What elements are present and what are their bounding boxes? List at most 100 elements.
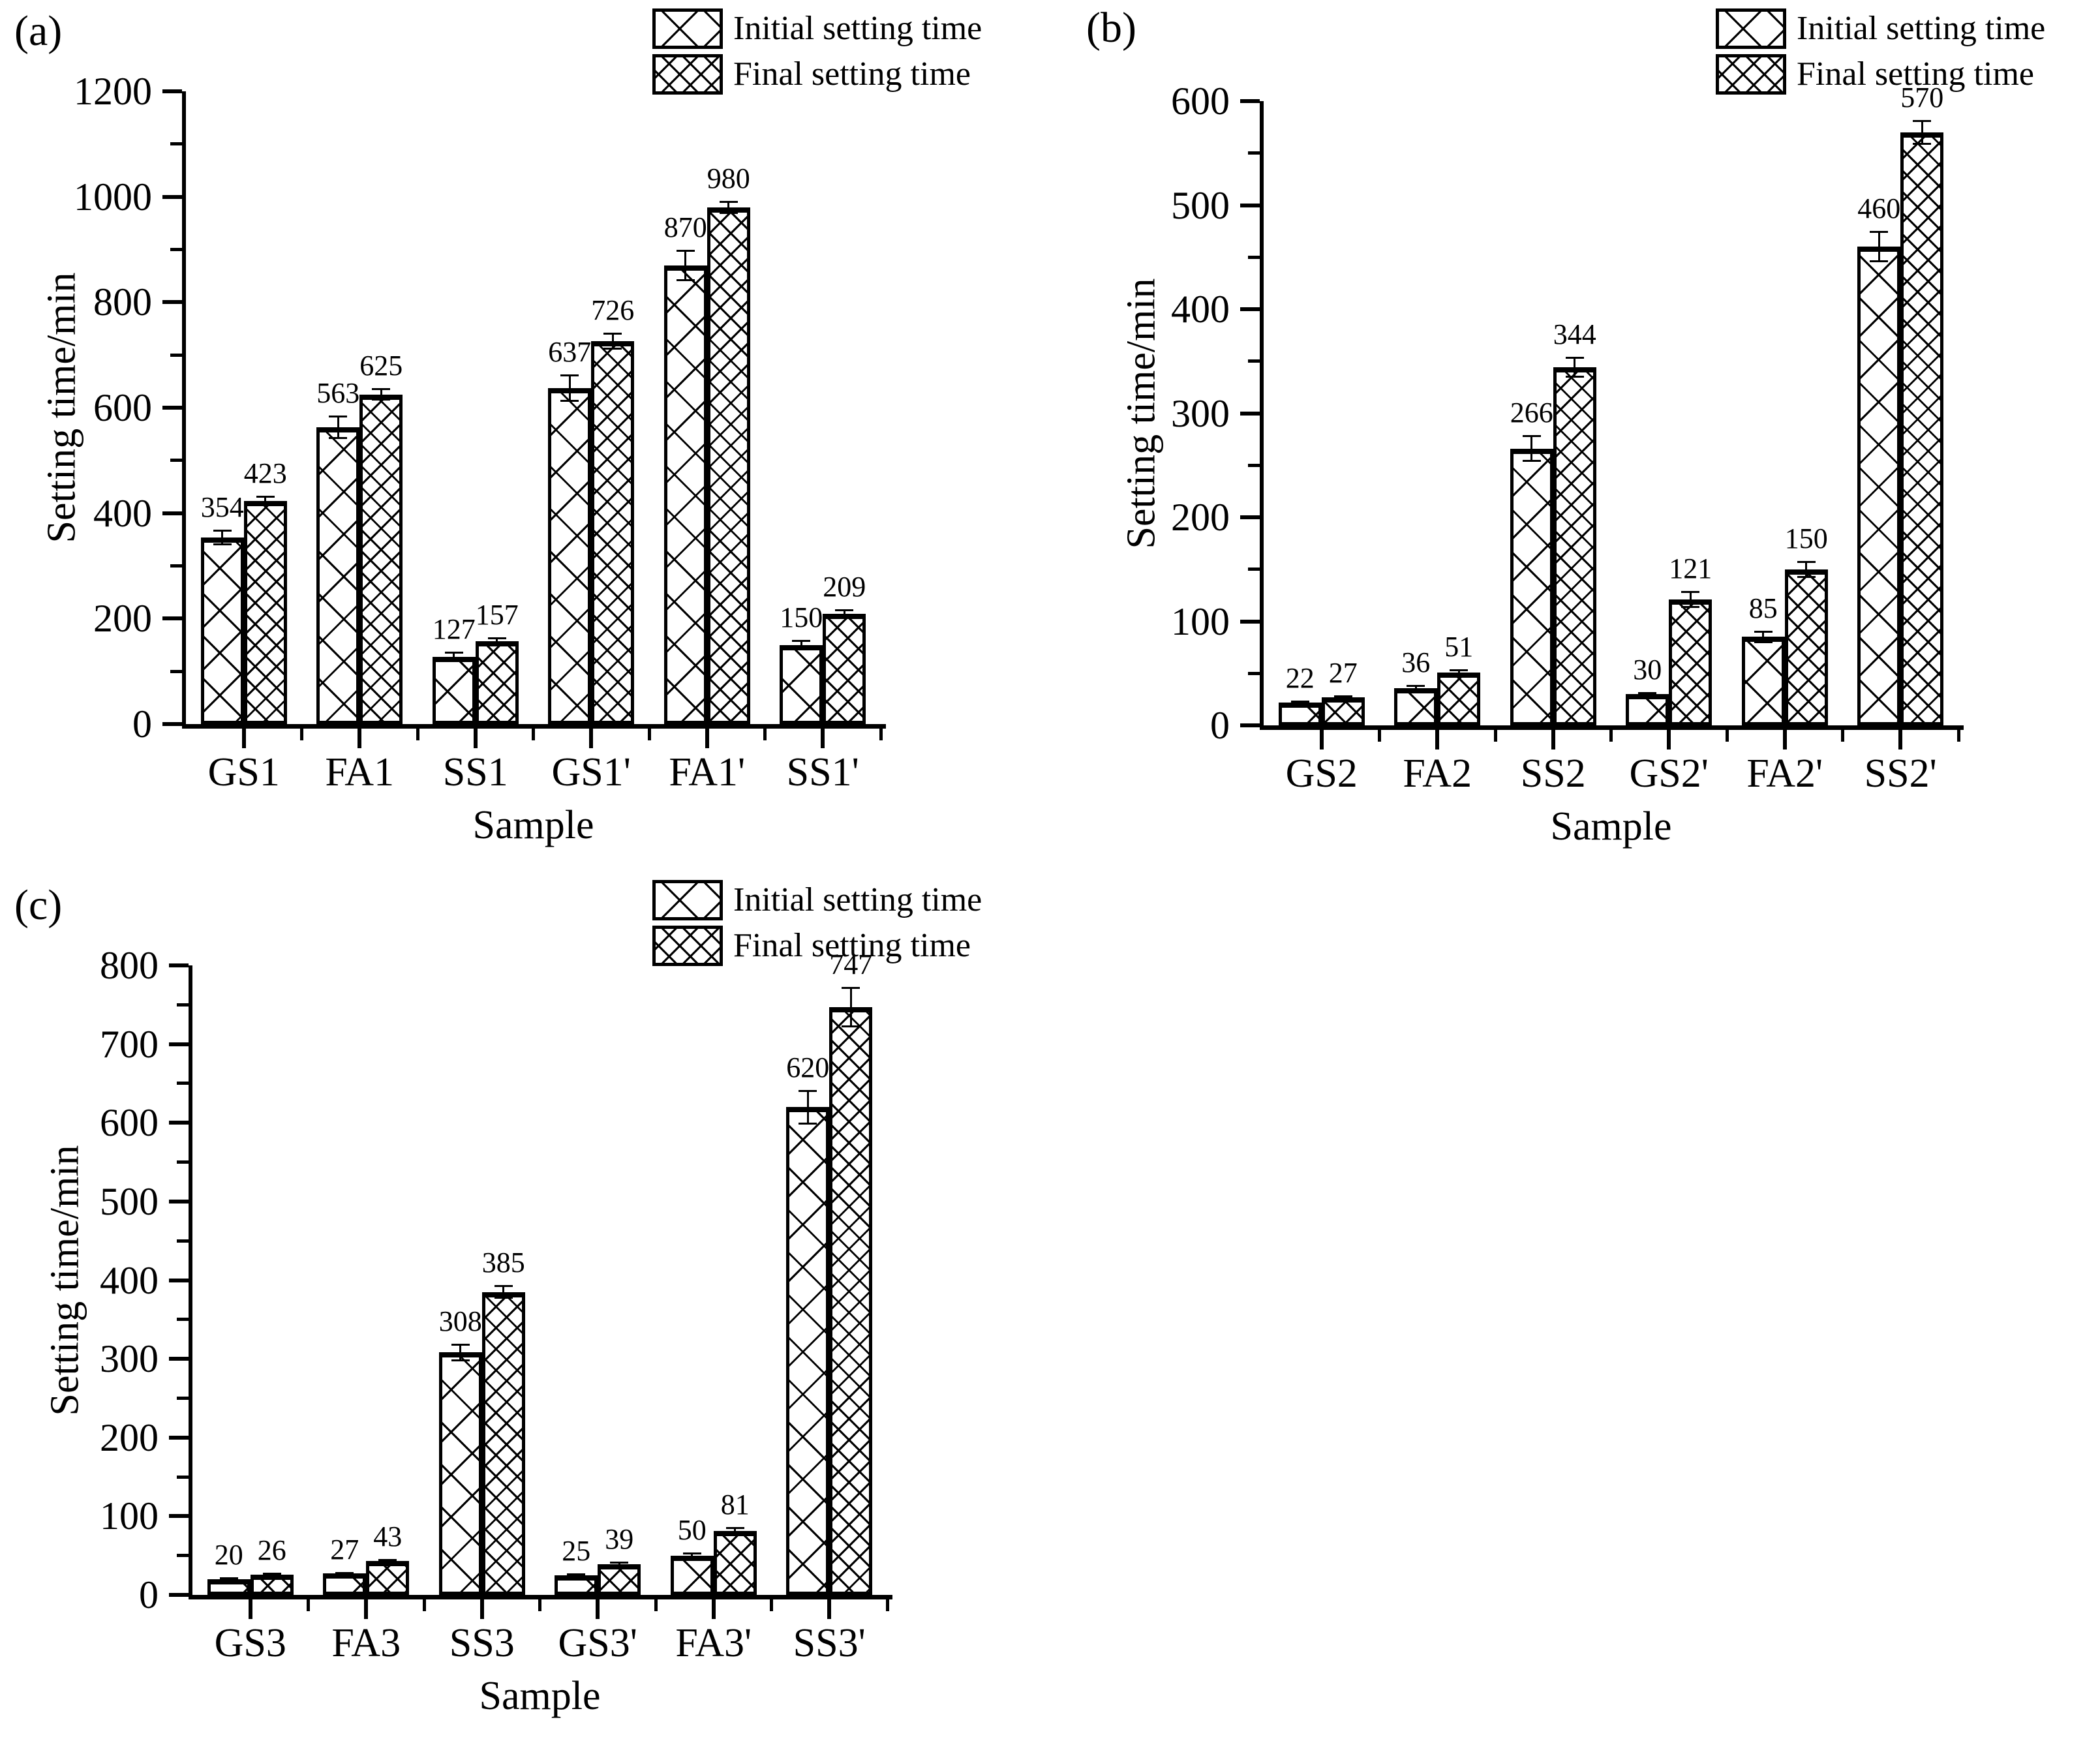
bar-final bbox=[1553, 367, 1596, 725]
bar-value-label: 980 bbox=[707, 162, 750, 195]
y-tick-label: 800 bbox=[93, 280, 152, 324]
bar-initial bbox=[438, 1352, 482, 1595]
bar-final bbox=[707, 207, 750, 724]
y-tick-label: 1200 bbox=[74, 70, 152, 113]
error-bar-cap-top bbox=[725, 1527, 744, 1530]
y-tick-label: 600 bbox=[100, 1101, 159, 1145]
bar-value-label: 209 bbox=[823, 570, 866, 603]
error-bar-cap-bottom bbox=[610, 1564, 629, 1567]
error-bar-line bbox=[453, 652, 455, 663]
x-minor-tick bbox=[538, 1599, 541, 1611]
bar-value-label: 27 bbox=[1328, 656, 1358, 689]
x-minor-tick bbox=[1956, 730, 1960, 742]
bar-value-label: 150 bbox=[1784, 522, 1828, 554]
error-bar-cap-bottom bbox=[1522, 460, 1541, 462]
error-bar-cap-top bbox=[567, 1573, 586, 1576]
x-axis-title: Sample bbox=[472, 803, 594, 847]
y-minor-tick bbox=[177, 1318, 189, 1322]
error-bar-cap-top bbox=[719, 201, 738, 204]
error-bar-cap-top bbox=[1450, 669, 1468, 671]
error-bar-line bbox=[502, 1284, 505, 1299]
error-bar-line bbox=[1921, 119, 1923, 145]
x-axis-line bbox=[182, 724, 886, 729]
x-major-tick bbox=[711, 1599, 716, 1619]
error-bar-cap-bottom bbox=[835, 616, 854, 619]
legend: Initial setting time Final setting time bbox=[652, 879, 982, 971]
bar-final bbox=[359, 394, 403, 724]
error-bar-cap-top bbox=[262, 1573, 281, 1575]
legend: Initial setting time Final setting time bbox=[1716, 8, 2045, 99]
error-bar-line bbox=[1646, 691, 1649, 697]
legend-label-initial: Initial setting time bbox=[733, 881, 982, 918]
error-bar-line bbox=[849, 986, 852, 1028]
legend-swatch-initial-hatch bbox=[1716, 8, 1786, 49]
y-major-tick bbox=[1240, 515, 1260, 519]
error-bar-cap-bottom bbox=[372, 399, 391, 401]
y-tick-label: 600 bbox=[93, 386, 152, 429]
x-minor-tick bbox=[1725, 730, 1729, 742]
error-bar-cap-top bbox=[1638, 691, 1657, 694]
bar-value-label: 26 bbox=[257, 1534, 286, 1567]
x-tick-label: GS3' bbox=[558, 1621, 637, 1665]
error-bar-cap-bottom bbox=[603, 348, 622, 350]
legend: Initial setting time Final setting time bbox=[652, 8, 982, 99]
y-major-tick bbox=[162, 300, 182, 305]
x-tick-label: SS2 bbox=[1520, 751, 1586, 796]
y-major-tick bbox=[169, 1435, 189, 1440]
x-tick-label: SS3 bbox=[449, 1621, 515, 1665]
bar-value-label: 620 bbox=[786, 1051, 830, 1083]
bar-value-label: 563 bbox=[316, 377, 360, 410]
bar-value-label: 423 bbox=[243, 457, 287, 489]
error-bar-line bbox=[734, 1527, 737, 1536]
y-major-tick bbox=[169, 1042, 189, 1046]
legend-label-initial: Initial setting time bbox=[1797, 10, 2046, 47]
bar-final bbox=[713, 1531, 757, 1595]
y-minor-tick bbox=[170, 142, 182, 146]
bar-final bbox=[1900, 132, 1944, 725]
bar-value-label: 625 bbox=[359, 350, 403, 382]
bar-value-label: 570 bbox=[1900, 81, 1944, 114]
y-tick-label: 0 bbox=[139, 1573, 159, 1616]
x-minor-tick bbox=[1609, 730, 1613, 742]
bar-initial bbox=[432, 657, 476, 724]
error-bar-cap-bottom bbox=[799, 1122, 817, 1125]
bar-value-label: 150 bbox=[780, 601, 823, 634]
bar-value-label: 354 bbox=[200, 491, 244, 523]
y-tick-label: 500 bbox=[1171, 183, 1230, 227]
bar-value-label: 266 bbox=[1510, 396, 1553, 429]
error-bar-cap-top bbox=[372, 388, 391, 391]
error-bar-cap-top bbox=[1290, 700, 1309, 703]
bar-initial bbox=[1626, 694, 1669, 725]
bar-initial bbox=[207, 1579, 251, 1595]
error-bar-cap-top bbox=[1565, 357, 1584, 359]
y-tick-label: 400 bbox=[1171, 288, 1230, 331]
y-tick-label: 300 bbox=[1171, 391, 1230, 435]
error-bar-cap-top bbox=[799, 1089, 817, 1092]
y-axis-line bbox=[182, 91, 186, 729]
bar-value-label: 81 bbox=[720, 1489, 750, 1521]
x-tick-label: GS2' bbox=[1629, 751, 1709, 796]
bar-initial bbox=[548, 388, 592, 724]
y-major-tick bbox=[169, 1514, 189, 1519]
x-minor-tick bbox=[416, 729, 419, 740]
bar-final bbox=[823, 614, 866, 724]
error-bar-cap-bottom bbox=[1913, 142, 1932, 145]
error-bar-cap-top bbox=[792, 640, 811, 643]
bar-value-label: 25 bbox=[562, 1535, 591, 1567]
bar-value-label: 157 bbox=[475, 599, 519, 631]
bar-final bbox=[1321, 697, 1365, 725]
x-minor-tick bbox=[422, 1599, 426, 1611]
legend-label-final: Final setting time bbox=[733, 55, 971, 93]
error-bar-cap-bottom bbox=[444, 660, 463, 663]
error-bar-cap-bottom bbox=[487, 643, 506, 645]
x-tick-label: GS1 bbox=[207, 750, 280, 795]
error-bar-line bbox=[386, 1558, 389, 1564]
x-minor-tick bbox=[763, 729, 767, 740]
y-tick-label: 800 bbox=[100, 944, 159, 987]
bar-initial bbox=[1278, 702, 1322, 725]
bar-value-label: 344 bbox=[1553, 318, 1596, 351]
x-major-tick bbox=[364, 1599, 369, 1619]
y-minor-tick bbox=[1248, 568, 1260, 571]
error-bar-line bbox=[691, 1552, 693, 1559]
error-bar-line bbox=[1805, 560, 1808, 578]
